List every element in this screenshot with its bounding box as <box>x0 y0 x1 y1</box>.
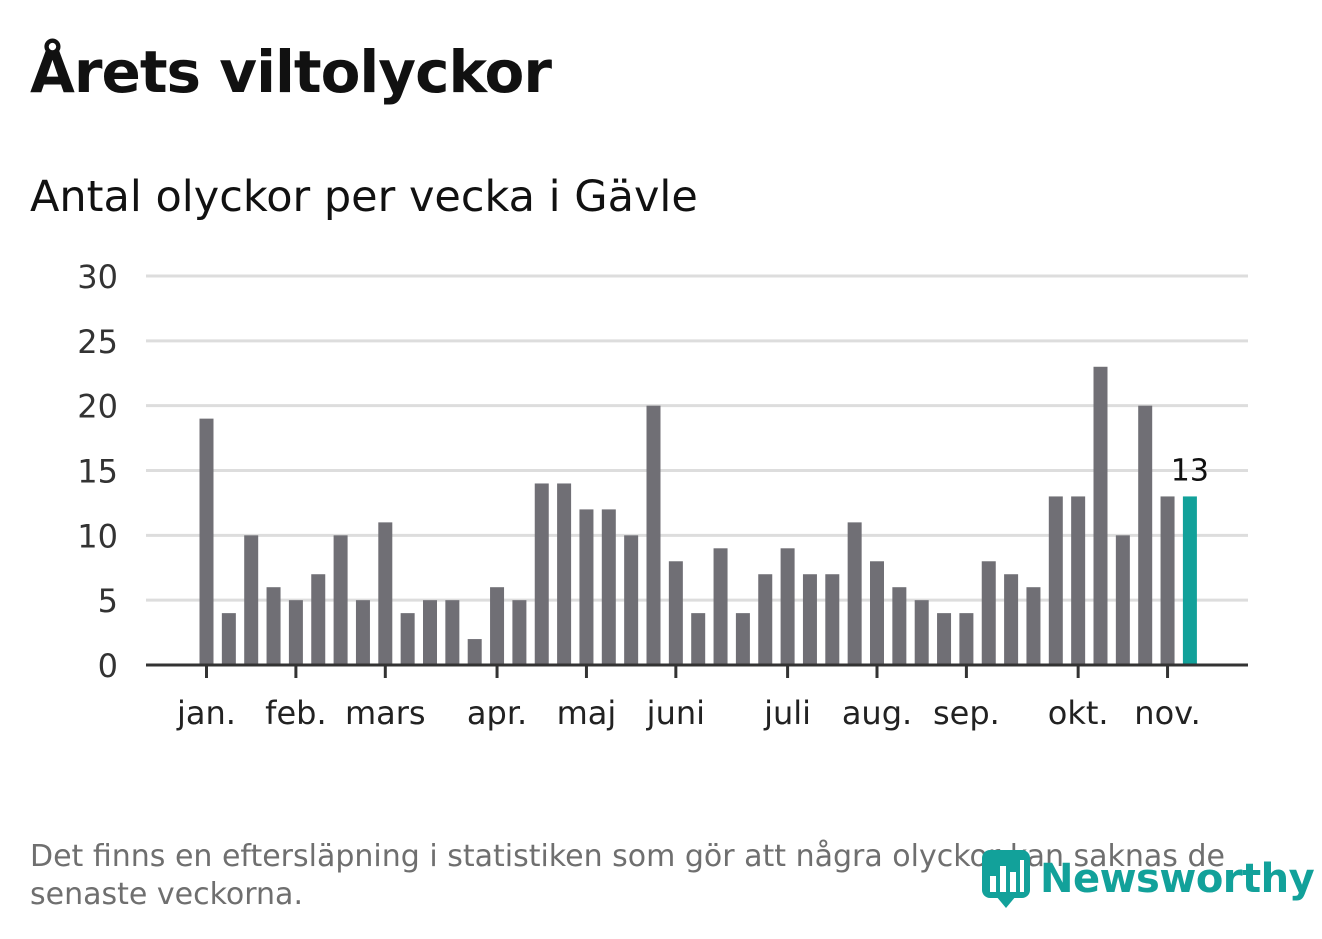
bar-chart-logo-icon <box>982 850 1030 908</box>
bar <box>199 418 214 665</box>
y-tick-label: 30 <box>77 258 118 296</box>
bar <box>959 613 974 665</box>
bar <box>892 587 907 665</box>
bar <box>378 522 393 665</box>
bar <box>333 535 348 665</box>
bar <box>467 639 482 665</box>
bar <box>780 548 795 665</box>
x-tick-label: mars <box>345 694 426 732</box>
y-tick-label: 5 <box>98 582 118 620</box>
x-tick-label: okt. <box>1048 694 1109 732</box>
y-tick-label: 0 <box>98 647 118 685</box>
x-tick-label: feb. <box>265 694 326 732</box>
gridlines <box>146 274 1248 602</box>
bar <box>981 561 996 665</box>
bar <box>1071 496 1086 665</box>
bar <box>311 574 326 665</box>
chart-title: Årets viltolyckor <box>30 38 552 106</box>
bar <box>1004 574 1019 665</box>
data-label: 13 <box>1171 453 1209 488</box>
x-tick-label: apr. <box>467 694 527 732</box>
bar <box>557 483 572 665</box>
y-tick-label: 20 <box>77 388 118 426</box>
bar <box>691 613 706 665</box>
bar <box>490 587 505 665</box>
bar <box>266 587 281 665</box>
bar <box>937 613 952 665</box>
bar <box>1026 587 1041 665</box>
bar <box>579 509 594 665</box>
bar <box>1093 366 1108 665</box>
bar <box>355 600 370 665</box>
bar <box>825 574 840 665</box>
x-tick-label: sep. <box>933 694 1000 732</box>
bar <box>221 613 236 665</box>
bar <box>601 509 616 665</box>
bar <box>445 600 460 665</box>
bar <box>870 561 884 665</box>
x-tick-label: juni <box>646 694 705 732</box>
bar <box>624 535 639 665</box>
x-tick-label: maj <box>557 694 617 732</box>
y-tick-label: 25 <box>77 323 118 361</box>
brand-name: Newsworthy <box>1040 856 1315 902</box>
y-tick-label: 10 <box>77 517 118 555</box>
x-tick-label: aug. <box>842 694 912 732</box>
bar <box>512 600 527 665</box>
bar <box>1115 535 1130 665</box>
bar <box>534 483 549 665</box>
bar <box>802 574 817 665</box>
bar <box>288 600 303 665</box>
x-tick-label: nov. <box>1134 694 1200 732</box>
bar <box>400 613 415 665</box>
bar <box>713 548 728 665</box>
bar <box>1182 496 1197 665</box>
chart-subtitle: Antal olyckor per vecka i Gävle <box>30 172 698 222</box>
bar <box>847 522 862 665</box>
bar <box>914 600 929 665</box>
x-tick-label: juli <box>763 694 811 732</box>
bars <box>199 366 1197 665</box>
bar <box>1138 405 1153 665</box>
x-tick-label: jan. <box>176 694 236 732</box>
y-tick-label: 15 <box>77 453 118 491</box>
bar <box>1048 496 1063 665</box>
bar <box>646 405 661 665</box>
bar <box>244 535 259 665</box>
bar <box>735 613 750 665</box>
tick-labels: 0 5 10 15 20 25 30 jan. feb. mars apr. maj juni juli a… <box>77 258 1209 732</box>
bar <box>423 600 437 665</box>
bar <box>1160 496 1175 665</box>
x-axis <box>146 663 1248 678</box>
bar <box>668 561 683 665</box>
bar <box>758 574 773 665</box>
newsworthy-logo: Newsworthy <box>980 846 1315 912</box>
bar-chart: 0 5 10 15 20 25 30 jan. feb. mars apr. maj juni juli a… <box>77 258 1248 732</box>
